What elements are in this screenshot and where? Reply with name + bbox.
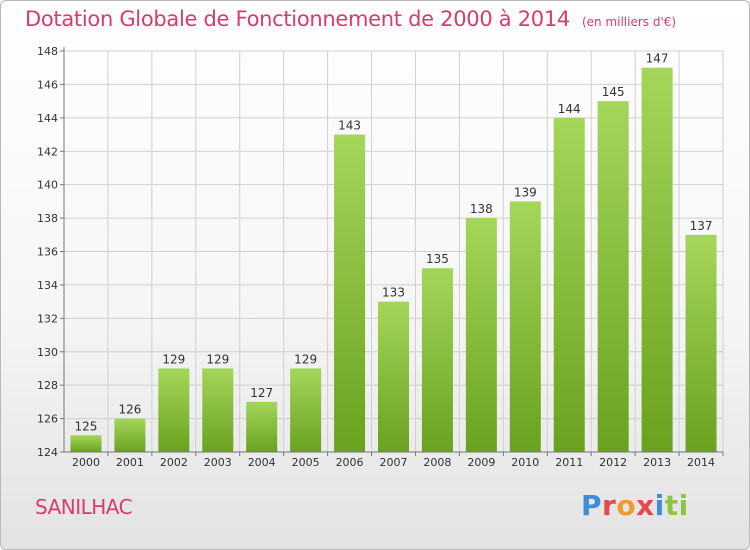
commune-name: SANILHAC [35,495,133,519]
data-label: 139 [514,185,537,199]
bar [553,117,585,452]
x-tick-label: 2003 [204,456,232,469]
x-tick-label: 2005 [292,456,320,469]
data-label: 127 [250,386,273,400]
y-tick-label: 128 [37,379,58,392]
logo-letter: P [581,489,603,522]
x-tick-label: 2014 [687,456,715,469]
x-tick-label: 2000 [72,456,100,469]
data-label: 147 [646,52,669,66]
bar [421,268,453,452]
y-tick-label: 134 [37,279,58,292]
proxiti-logo: Proxiti [581,489,689,522]
data-label: 133 [382,286,405,300]
data-label: 125 [75,419,98,433]
logo-letter: r [602,489,617,522]
data-label: 137 [690,219,713,233]
bar [509,201,541,452]
bar [597,101,629,452]
y-tick-label: 126 [37,413,58,426]
y-tick-label: 140 [37,179,58,192]
logo-letter: i [678,489,689,522]
x-tick-label: 2002 [160,456,188,469]
logo-letter: x [636,489,655,522]
y-tick-label: 138 [37,212,58,225]
x-tick-label: 2010 [511,456,539,469]
bar [70,435,102,452]
data-labels: 125 126 129 129 127 129 143 133 135 138 139 144 145 1… [75,52,713,434]
x-tick-label: 2012 [599,456,627,469]
logo-letter: o [616,489,637,522]
bar [246,401,278,452]
data-label: 126 [118,403,141,417]
x-tick-label: 2013 [643,456,671,469]
data-label: 135 [426,252,449,266]
x-tick-label: 2004 [248,456,276,469]
x-tick-label: 2006 [336,456,364,469]
data-label: 138 [470,202,493,216]
x-tick-label: 2011 [555,456,583,469]
x-tick-label: 2007 [380,456,408,469]
bar [334,134,366,452]
chart-unit: (en milliers d'€) [581,15,677,29]
y-tick-label: 142 [37,145,58,158]
y-tick-label: 146 [37,78,58,91]
bar [641,67,673,452]
bars [70,67,717,452]
logo-letter: t [664,489,679,522]
x-tick-label: 2001 [116,456,144,469]
logo-letter: i [654,489,665,522]
data-label: 129 [294,352,317,366]
data-label: 145 [602,85,625,99]
data-label: 129 [206,352,229,366]
bar [158,368,190,452]
data-label: 143 [338,119,361,133]
y-tick-label: 130 [37,346,58,359]
bar [290,368,322,452]
bar [202,368,234,452]
data-label: 129 [162,352,185,366]
y-tick-label: 136 [37,246,58,259]
bar [114,418,146,452]
chart-title: Dotation Globale de Fonctionnement de 20… [25,7,676,31]
y-tick-label: 148 [37,45,58,58]
axes: 124 126 128 130 132 134 136 138 140 142 144 146 148 2… [37,45,724,469]
x-tick-label: 2008 [423,456,451,469]
data-label: 144 [558,102,581,116]
x-tick-label: 2009 [467,456,495,469]
bar [465,218,497,452]
y-tick-label: 132 [37,312,58,325]
bar [378,301,409,452]
y-tick-label: 144 [37,112,58,125]
bar [685,234,717,452]
y-tick-label: 124 [37,446,58,459]
chart-title-text: Dotation Globale de Fonctionnement de 20… [25,7,570,31]
